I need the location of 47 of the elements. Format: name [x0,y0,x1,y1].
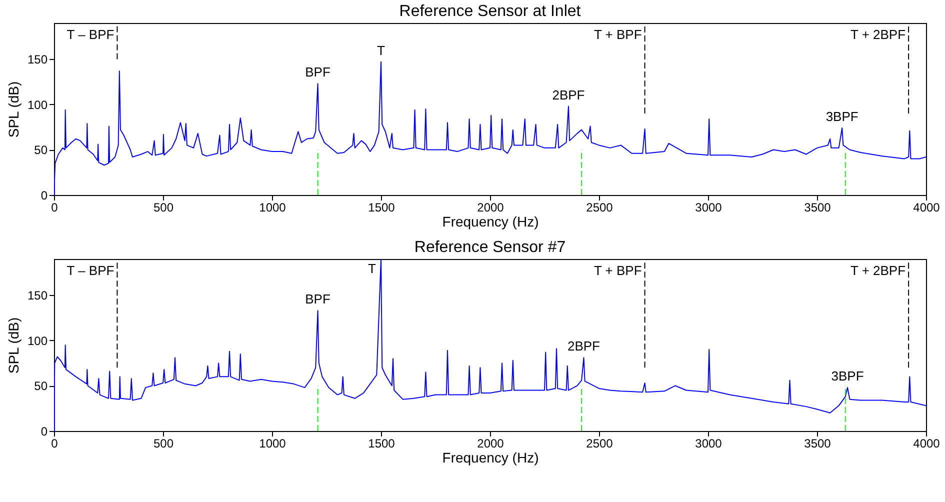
annotation: T [377,42,386,58]
series-label: T – BPF [66,27,114,42]
x-tick-label: 4000 [913,436,940,450]
annotation: 3BPF [826,109,858,124]
x-tick-label: 3000 [695,200,722,214]
x-tick-label: 4000 [913,200,940,214]
x-tick-label: 1500 [368,436,396,450]
x-tick-label: 0 [51,200,58,214]
annotation: T [368,261,376,276]
y-tick-label: 100 [27,334,48,348]
annotation: BPF [305,292,330,307]
x-tick-label: 2000 [477,200,504,214]
y-tick-label: 0 [40,424,48,438]
chart-title: Reference Sensor at Inlet [399,3,582,20]
x-tick-label: 2500 [586,436,614,450]
y-tick-label: 150 [27,288,48,303]
y-tick-label: 100 [27,98,48,112]
x-tick-label: 2000 [477,436,504,450]
x-axis-title: Frequency (Hz) [442,450,539,466]
x-tick-label: 3000 [695,436,722,450]
y-tick-label: 150 [27,52,48,67]
annotation: 2BPF [552,87,585,102]
y-axis-title: SPL (dB) [5,81,22,138]
series-label: T + BPF [594,263,642,278]
series-label: T + BPF [594,27,642,42]
x-tick-label: 3500 [804,436,832,450]
x-tick-label: 1500 [368,200,396,214]
annotation: BPF [305,64,330,80]
annotation: 2BPF [567,338,600,354]
x-tick-label: 0 [51,436,58,450]
chart-title: Reference Sensor #7 [414,239,566,256]
series-label: T – BPF [66,263,114,278]
x-tick-label: 1000 [259,200,286,214]
x-tick-label: 500 [153,436,174,450]
series-label: T + 2BPF [850,27,906,42]
series-label: T + 2BPF [850,263,906,278]
line-series [54,61,926,195]
x-tick-label: 500 [153,200,174,214]
annotation: 3BPF [831,368,864,384]
x-tick-label: 3500 [804,200,832,214]
x-tick-label: 2500 [586,200,614,214]
x-axis-title: Frequency (Hz) [442,214,539,230]
y-tick-label: 0 [40,188,48,202]
y-tick-label: 50 [34,143,48,158]
y-tick-label: 50 [34,379,48,394]
x-tick-label: 1000 [259,436,286,450]
y-axis-title: SPL (dB) [5,317,22,374]
